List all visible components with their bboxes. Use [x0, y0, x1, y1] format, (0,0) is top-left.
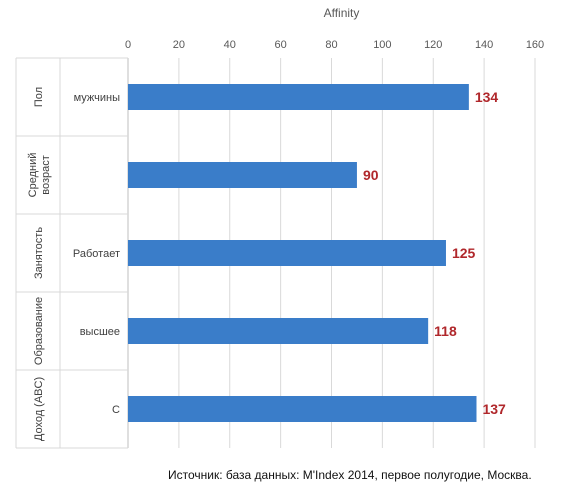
x-tick-label: 80 [325, 39, 337, 51]
x-tick-label: 20 [173, 39, 185, 51]
category-label: Работает [73, 248, 120, 260]
x-tick-label: 100 [373, 39, 391, 51]
bars: мужчины 134 90 Работает 125 высшее 118 C 137 [73, 84, 506, 422]
data-label: 134 [475, 89, 499, 105]
source-note: Источник: база данных: M'Index 2014, пер… [168, 468, 532, 482]
x-tick-label: 60 [275, 39, 287, 51]
data-label: 125 [452, 245, 476, 261]
group-label: Среднийвозраст [27, 153, 52, 198]
x-tick-label: 0 [125, 39, 131, 51]
data-label: 90 [363, 167, 379, 183]
bar [128, 396, 477, 422]
data-label: 137 [482, 401, 506, 417]
bar [128, 318, 429, 344]
x-tick-label: 40 [224, 39, 236, 51]
bar [128, 240, 446, 266]
x-tick-labels: 0 20 40 60 80 100 120 140 160 [125, 39, 544, 51]
data-label: 118 [434, 323, 457, 339]
group-label: Пол [33, 87, 45, 107]
x-tick-label: 120 [424, 39, 442, 51]
x-tick-label: 160 [526, 39, 544, 51]
bar [128, 84, 469, 110]
group-label: Занятость [33, 227, 45, 279]
x-tick-label: 140 [475, 39, 493, 51]
group-frames: Пол Среднийвозраст Занятость Образование Дох… [15, 57, 129, 449]
x-axis-title: Affinity [324, 6, 360, 20]
category-label: мужчины [74, 92, 120, 104]
category-label: высшее [80, 326, 120, 338]
category-label: C [112, 404, 120, 416]
group-label: Образование [33, 297, 45, 365]
group-label: Доход (ABC) [33, 377, 45, 441]
bar [128, 162, 357, 188]
